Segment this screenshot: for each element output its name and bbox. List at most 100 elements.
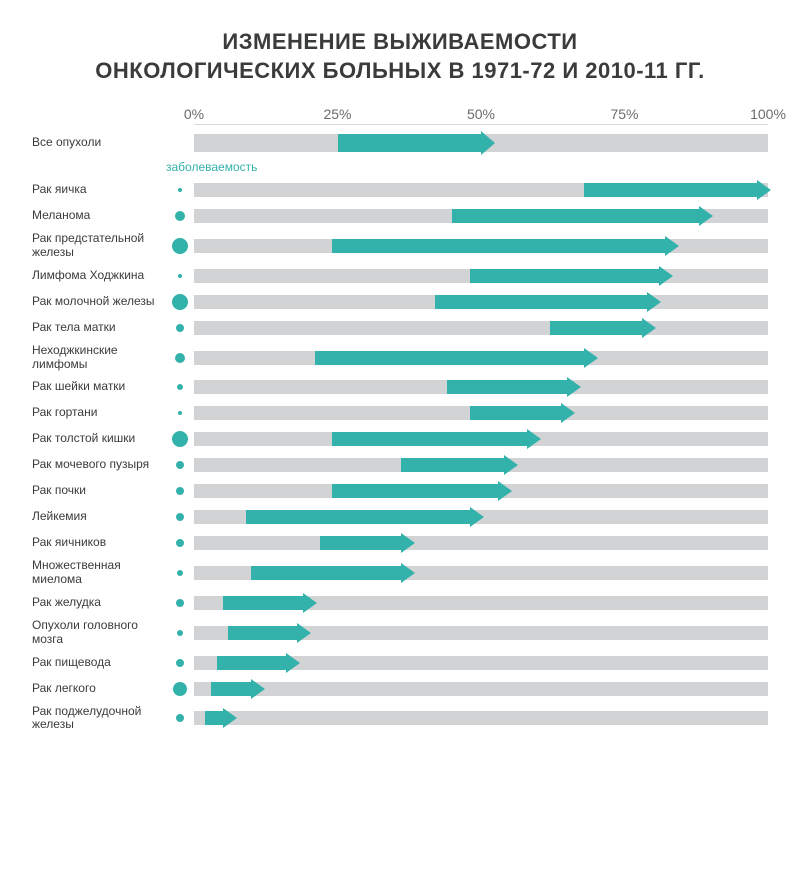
incidence-dot xyxy=(178,411,182,415)
bar-fill xyxy=(470,406,562,420)
row-body xyxy=(166,348,768,368)
bar-track xyxy=(194,321,768,335)
incidence-dot-cell xyxy=(166,411,194,415)
bar-track xyxy=(194,351,768,365)
survival-chart: 0%25%50%75%100% Все опухолизаболеваемост… xyxy=(32,103,768,735)
axis-tick: 25% xyxy=(323,106,351,122)
row-label: Все опухоли xyxy=(32,136,166,150)
row-label: Лейкемия xyxy=(32,510,166,524)
chart-row: Рак почки xyxy=(32,478,768,504)
chart-row: Рак пищевода xyxy=(32,650,768,676)
row-body xyxy=(166,403,768,423)
chart-row: Неходжкинские лимфомы xyxy=(32,341,768,375)
incidence-dot xyxy=(176,599,184,607)
incidence-dot xyxy=(175,353,185,363)
incidence-dot-cell xyxy=(166,353,194,363)
axis-tick: 0% xyxy=(184,106,204,122)
row-label: Неходжкинские лимфомы xyxy=(32,344,166,372)
row-label: Рак яичников xyxy=(32,536,166,550)
title-line-1: ИЗМЕНЕНИЕ ВЫЖИВАЕМОСТИ xyxy=(222,29,577,54)
bar-track xyxy=(194,183,768,197)
row-label: Рак мочевого пузыря xyxy=(32,458,166,472)
bar-fill xyxy=(223,596,303,610)
bar-fill xyxy=(205,711,222,725)
row-body xyxy=(166,708,768,728)
bar-track xyxy=(194,380,768,394)
incidence-dot-cell xyxy=(166,659,194,667)
incidence-dot-cell xyxy=(166,513,194,521)
chart-row: Рак легкого xyxy=(32,676,768,702)
row-body xyxy=(166,429,768,449)
row-body xyxy=(166,318,768,338)
bar-track xyxy=(194,432,768,446)
incidence-dot xyxy=(177,570,183,576)
row-label: Рак молочной железы xyxy=(32,295,166,309)
row-label: Рак поджелудочной железы xyxy=(32,705,166,733)
chart-rows: Все опухоли заболеваемость Рак яичка Мелано… xyxy=(32,129,768,735)
axis-scale: 0%25%50%75%100% xyxy=(194,103,768,125)
incidence-label-row: заболеваемость xyxy=(32,157,768,177)
incidence-dot xyxy=(176,714,184,722)
incidence-dot xyxy=(172,238,188,254)
arrow-icon xyxy=(223,708,237,728)
arrow-icon xyxy=(699,206,713,226)
incidence-dot-cell xyxy=(166,630,194,636)
incidence-dot-cell xyxy=(166,714,194,722)
incidence-dot-cell xyxy=(166,461,194,469)
arrow-icon xyxy=(401,563,415,583)
arrow-icon xyxy=(659,266,673,286)
bar-track xyxy=(194,295,768,309)
chart-row: Рак яичка xyxy=(32,177,768,203)
row-label: Рак яичка xyxy=(32,183,166,197)
row-body xyxy=(166,377,768,397)
chart-row: Рак предстательной железы xyxy=(32,229,768,263)
axis-tick: 75% xyxy=(610,106,638,122)
row-body xyxy=(166,455,768,475)
incidence-dot-cell xyxy=(166,274,194,278)
bar-track xyxy=(194,626,768,640)
arrow-icon xyxy=(584,348,598,368)
bar-fill xyxy=(246,510,470,524)
incidence-dot xyxy=(178,274,182,278)
incidence-dot xyxy=(172,294,188,310)
arrow-icon xyxy=(470,507,484,527)
chart-row: Все опухоли xyxy=(32,129,768,157)
bar-track xyxy=(194,682,768,696)
chart-row: Рак желудка xyxy=(32,590,768,616)
bar-fill xyxy=(435,295,647,309)
axis-tick: 50% xyxy=(467,106,495,122)
chart-row: Множественная миелома xyxy=(32,556,768,590)
arrow-icon xyxy=(481,131,495,155)
bar-track xyxy=(194,239,768,253)
bar-fill xyxy=(447,380,568,394)
bar-fill xyxy=(338,134,482,152)
row-body xyxy=(166,481,768,501)
arrow-icon xyxy=(647,292,661,312)
row-body xyxy=(166,266,768,286)
bar-track xyxy=(194,656,768,670)
row-label: Рак тела матки xyxy=(32,321,166,335)
arrow-icon xyxy=(286,653,300,673)
bar-fill xyxy=(228,626,297,640)
arrow-icon xyxy=(401,533,415,553)
chart-title: ИЗМЕНЕНИЕ ВЫЖИВАЕМОСТИ ОНКОЛОГИЧЕСКИХ БО… xyxy=(32,28,768,85)
arrow-icon xyxy=(251,679,265,699)
chart-row: Рак молочной железы xyxy=(32,289,768,315)
row-body xyxy=(166,507,768,527)
chart-row: Меланома xyxy=(32,203,768,229)
incidence-dot xyxy=(176,659,184,667)
bar-track xyxy=(194,566,768,580)
row-label: Лимфома Ходжкина xyxy=(32,269,166,283)
chart-row: Рак яичников xyxy=(32,530,768,556)
title-line-2: ОНКОЛОГИЧЕСКИХ БОЛЬНЫХ В 1971-72 И 2010-… xyxy=(95,58,704,83)
axis-tick: 100% xyxy=(750,106,786,122)
bar-fill xyxy=(320,536,400,550)
bar-track xyxy=(194,510,768,524)
chart-row: Лейкемия xyxy=(32,504,768,530)
row-body xyxy=(166,533,768,553)
incidence-dot-cell xyxy=(166,238,194,254)
arrow-icon xyxy=(665,236,679,256)
chart-row: Рак гортани xyxy=(32,400,768,426)
chart-row: Рак толстой кишки xyxy=(32,426,768,452)
bar-fill xyxy=(251,566,400,580)
